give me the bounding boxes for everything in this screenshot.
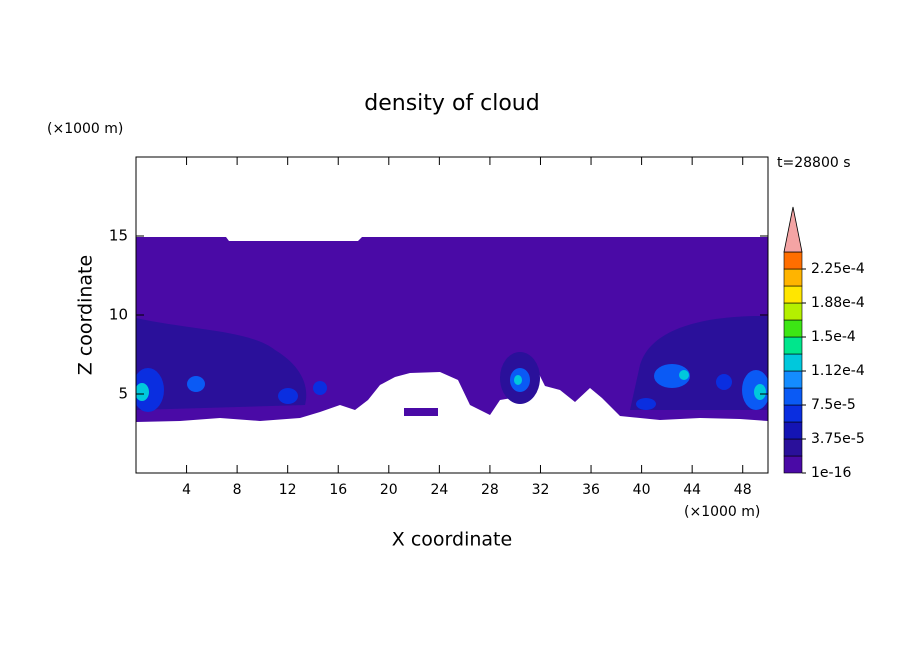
x-tick-label: 20 <box>380 482 398 498</box>
colorbar-band <box>783 251 803 270</box>
x-tick-label: 28 <box>481 482 499 498</box>
colorbar-tick-label: 1e-16 <box>811 465 851 481</box>
colorbar-band <box>783 421 803 440</box>
contour-region <box>754 384 766 400</box>
contour-region <box>187 376 205 392</box>
colorbar-tick-label: 3.75e-5 <box>811 431 865 447</box>
colorbar-tick-label: 2.25e-4 <box>811 261 865 277</box>
x-tick-label: 36 <box>582 482 600 498</box>
x-tick-label: 32 <box>532 482 550 498</box>
field <box>136 237 768 422</box>
x-tick-label: 8 <box>233 482 242 498</box>
x-axis-label: X coordinate <box>392 529 512 551</box>
x-unit: (×1000 m) <box>684 504 760 520</box>
colorbar-band <box>783 268 803 287</box>
colorbar-band <box>783 336 803 355</box>
x-tick-label: 44 <box>683 482 701 498</box>
colorbar-tick-label: 7.5e-5 <box>811 397 856 413</box>
contour-region <box>136 318 307 410</box>
x-tick-label: 24 <box>430 482 448 498</box>
x-tick-label: 12 <box>279 482 297 498</box>
contour-region <box>654 364 690 388</box>
colorbar-band <box>783 285 803 304</box>
colorbar-band <box>783 455 803 474</box>
contour-region <box>278 388 298 404</box>
colorbar-extend <box>783 206 803 253</box>
y-axis-label: Z coordinate <box>75 255 97 375</box>
x-tick-label: 40 <box>633 482 651 498</box>
y-tick-label: 15 <box>109 227 128 245</box>
colorbar-tick-label: 1.12e-4 <box>811 363 865 379</box>
colorbar-band <box>783 404 803 423</box>
colorbar-band <box>783 370 803 389</box>
contour-region <box>404 408 438 416</box>
colorbar-tick-label: 1.5e-4 <box>811 329 856 345</box>
y-tick-label: 10 <box>109 306 128 324</box>
chart-title: density of cloud <box>364 91 539 116</box>
x-tick-label: 16 <box>329 482 347 498</box>
contour-region <box>136 368 164 412</box>
colorbar-band <box>783 387 803 406</box>
x-tick-label: 4 <box>182 482 191 498</box>
colorbar-band <box>783 302 803 321</box>
y-unit: (×1000 m) <box>47 121 123 137</box>
contour-region <box>679 370 689 380</box>
y-tick-label: 5 <box>118 385 128 403</box>
contour-region <box>136 383 149 401</box>
contour-region <box>716 374 732 390</box>
contour-region <box>636 398 656 410</box>
colorbar-band <box>783 319 803 338</box>
contour-region <box>313 381 327 395</box>
colorbar-tick-label: 1.88e-4 <box>811 295 865 311</box>
colorbar-band <box>783 438 803 457</box>
annotation: t=28800 s <box>777 155 851 171</box>
x-tick-label: 48 <box>734 482 752 498</box>
contour-blobs <box>136 364 768 412</box>
contour-region <box>514 375 522 385</box>
colorbar-band <box>783 353 803 372</box>
